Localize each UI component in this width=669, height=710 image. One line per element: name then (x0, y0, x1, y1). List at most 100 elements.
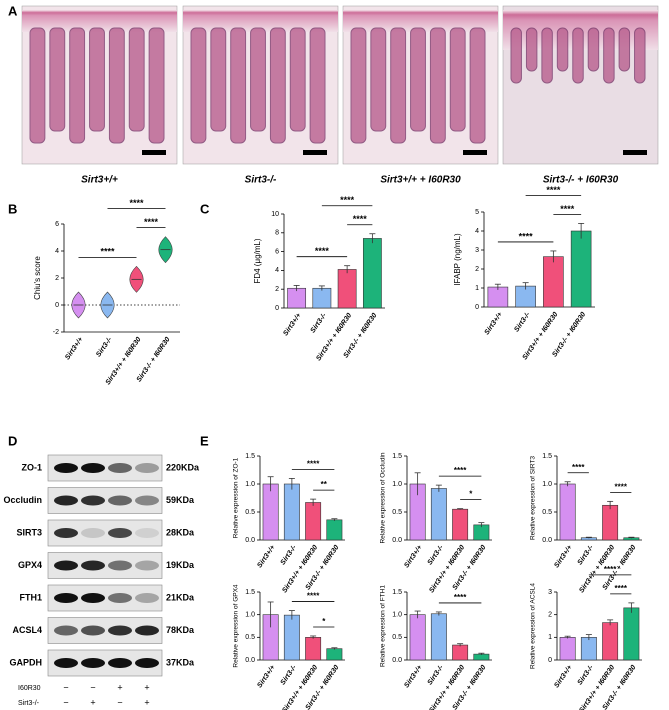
significance-label: **** (144, 217, 159, 227)
significance-label: **** (129, 198, 144, 208)
bar (326, 648, 343, 661)
blot-band (135, 528, 159, 538)
villus (510, 27, 522, 84)
blot-band (108, 495, 132, 506)
villus (250, 27, 266, 132)
size-label: 28KDa (166, 527, 195, 537)
x-tick-label: Sirt3+/+ (256, 664, 276, 689)
blot-band (54, 463, 78, 473)
bar (326, 519, 343, 541)
condition-sign: + (117, 682, 122, 692)
villus (29, 27, 46, 144)
x-tick-label: Sirt3+/+ (403, 664, 423, 689)
y-tick-label: 0 (275, 305, 279, 312)
blot-band (135, 593, 159, 603)
y-tick-label: 1.0 (245, 612, 255, 619)
mucosa-band (183, 10, 338, 32)
bar (570, 230, 592, 308)
bar (312, 287, 332, 309)
significance-label: **** (604, 565, 617, 574)
bar (602, 622, 619, 661)
blot-band (108, 658, 132, 668)
bar (430, 613, 447, 661)
y-tick-label: 10 (271, 211, 279, 218)
villus (603, 27, 615, 84)
villus (108, 27, 125, 144)
bar (337, 269, 357, 309)
y-tick-label: 0 (55, 302, 59, 309)
villus (525, 27, 538, 72)
protein-label: FTH1 (20, 592, 43, 602)
y-tick-label: 1.5 (392, 589, 402, 596)
blot-band (81, 593, 105, 603)
y-tick-label: 0.5 (392, 509, 402, 516)
y-tick-label: 6 (55, 221, 59, 228)
y-tick-label: 4 (275, 267, 279, 274)
size-label: 21KDa (166, 592, 195, 602)
bar (283, 483, 300, 541)
y-tick-label: 4 (55, 248, 59, 255)
bar (362, 238, 382, 309)
significance-label: * (322, 617, 326, 626)
y-tick-label: 2 (475, 266, 479, 273)
histology-panel (21, 5, 659, 165)
significance-label: **** (307, 460, 320, 469)
y-tick-label: 5 (475, 209, 479, 216)
protein-label: Occludin (3, 495, 42, 505)
y-tick-label: 0 (548, 657, 552, 664)
y-tick-label: 1.0 (392, 481, 402, 488)
significance-label: **** (572, 463, 585, 472)
bar (559, 637, 576, 661)
blot-band (135, 658, 159, 668)
scale-bar (463, 150, 487, 155)
protein-label: ACSL4 (12, 625, 42, 635)
significance-label: * (469, 490, 473, 499)
condition-label: I60R30 (18, 685, 41, 692)
blot-band (135, 560, 159, 571)
x-tick-label: Sirt3+/+ (282, 312, 302, 337)
y-tick-label: 4 (475, 228, 479, 235)
y-tick-label: 0.5 (392, 634, 402, 641)
blot-band (81, 625, 105, 636)
y-tick-label: 3 (548, 589, 552, 596)
villus (89, 27, 105, 132)
x-tick-label: Sirt3-/- (577, 664, 596, 687)
condition-sign: + (144, 682, 149, 692)
y-axis-label: IFABP (ng/mL) (453, 233, 462, 286)
x-tick-label: Sirt3-/- (513, 311, 532, 334)
panel-label: E (200, 433, 209, 448)
villus (449, 27, 466, 132)
mucosa-band (343, 10, 498, 32)
size-label: 78KDa (166, 625, 195, 635)
blot-band (135, 625, 159, 636)
y-tick-label: 3 (475, 247, 479, 254)
villus (410, 27, 426, 132)
x-tick-label: Sirt3-/- (280, 544, 299, 567)
x-tick-label: Sirt3-/- (427, 544, 446, 567)
blot-band (135, 463, 159, 473)
blot-band (108, 560, 132, 571)
blot-band (108, 463, 132, 473)
y-tick-label: 6 (275, 248, 279, 255)
size-label: 37KDa (166, 657, 195, 667)
villus (269, 27, 286, 144)
x-tick-label: Sirt3+/+ (64, 336, 84, 361)
villus (634, 27, 646, 84)
y-tick-label: 1.5 (392, 453, 402, 460)
blot-band (81, 528, 105, 538)
y-axis-label: Relative expression of GPX4 (233, 584, 240, 667)
y-tick-label: 0.0 (245, 537, 255, 544)
y-tick-label: 0.0 (392, 657, 402, 664)
panel-label: D (8, 433, 17, 448)
bar (543, 256, 564, 308)
significance-label: **** (519, 231, 534, 241)
bar (452, 508, 469, 541)
villus (49, 27, 66, 132)
condition-sign: − (90, 682, 95, 692)
x-tick-label: Sirt3+/+ (553, 544, 573, 569)
villus (69, 27, 86, 144)
significance-label: **** (546, 185, 561, 195)
x-tick-label: Sirt3+/+ (256, 544, 276, 569)
bar (305, 637, 322, 661)
bar (283, 614, 300, 661)
